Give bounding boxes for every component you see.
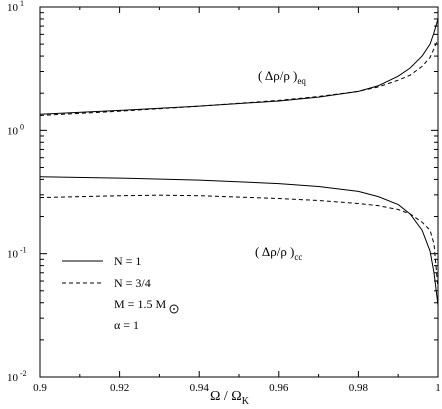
- y-tick-label: 10: [7, 125, 19, 137]
- legend-label-solid: N = 1: [114, 254, 141, 268]
- y-tick-label: 10: [7, 249, 19, 261]
- annotation-eq: ( Δρ/ρ )eq: [258, 68, 306, 86]
- y-tick-label-exp: 0: [20, 122, 24, 131]
- series-cc-solid: [39, 176, 439, 306]
- x-axis-title: Ω / ΩK: [210, 389, 250, 407]
- y-tick-label: 10: [7, 372, 19, 384]
- y-tick-label-exp: 1: [20, 0, 24, 8]
- series-eq-solid: [39, 18, 439, 115]
- sun-symbol-icon: [169, 304, 179, 314]
- legend-label-dashed: N = 3/4: [114, 276, 151, 290]
- legend-note-mass: M = 1.5 M: [114, 297, 166, 311]
- x-tick-label: 0.94: [190, 382, 210, 394]
- series-cc-dashed: [39, 194, 439, 289]
- x-tick-label: 0.96: [269, 382, 289, 394]
- curves: [39, 18, 439, 306]
- y-tick-label: 10: [7, 2, 19, 14]
- x-tick-label: 1: [435, 382, 441, 394]
- y-tick-label-exp: -1: [20, 246, 27, 255]
- legend: N = 1 N = 3/4 M = 1.5 M α = 1: [62, 254, 179, 332]
- annotation-cc: ( Δρ/ρ )cc: [255, 244, 302, 262]
- x-tick-label: 0.9: [33, 382, 47, 394]
- x-tick-label: 0.92: [110, 382, 129, 394]
- legend-note-alpha: α = 1: [114, 318, 139, 332]
- series-eq-dashed: [39, 38, 439, 116]
- plot-frame: [39, 6, 439, 378]
- x-tick-label: 0.98: [349, 382, 369, 394]
- y-tick-label-exp: -2: [20, 369, 27, 378]
